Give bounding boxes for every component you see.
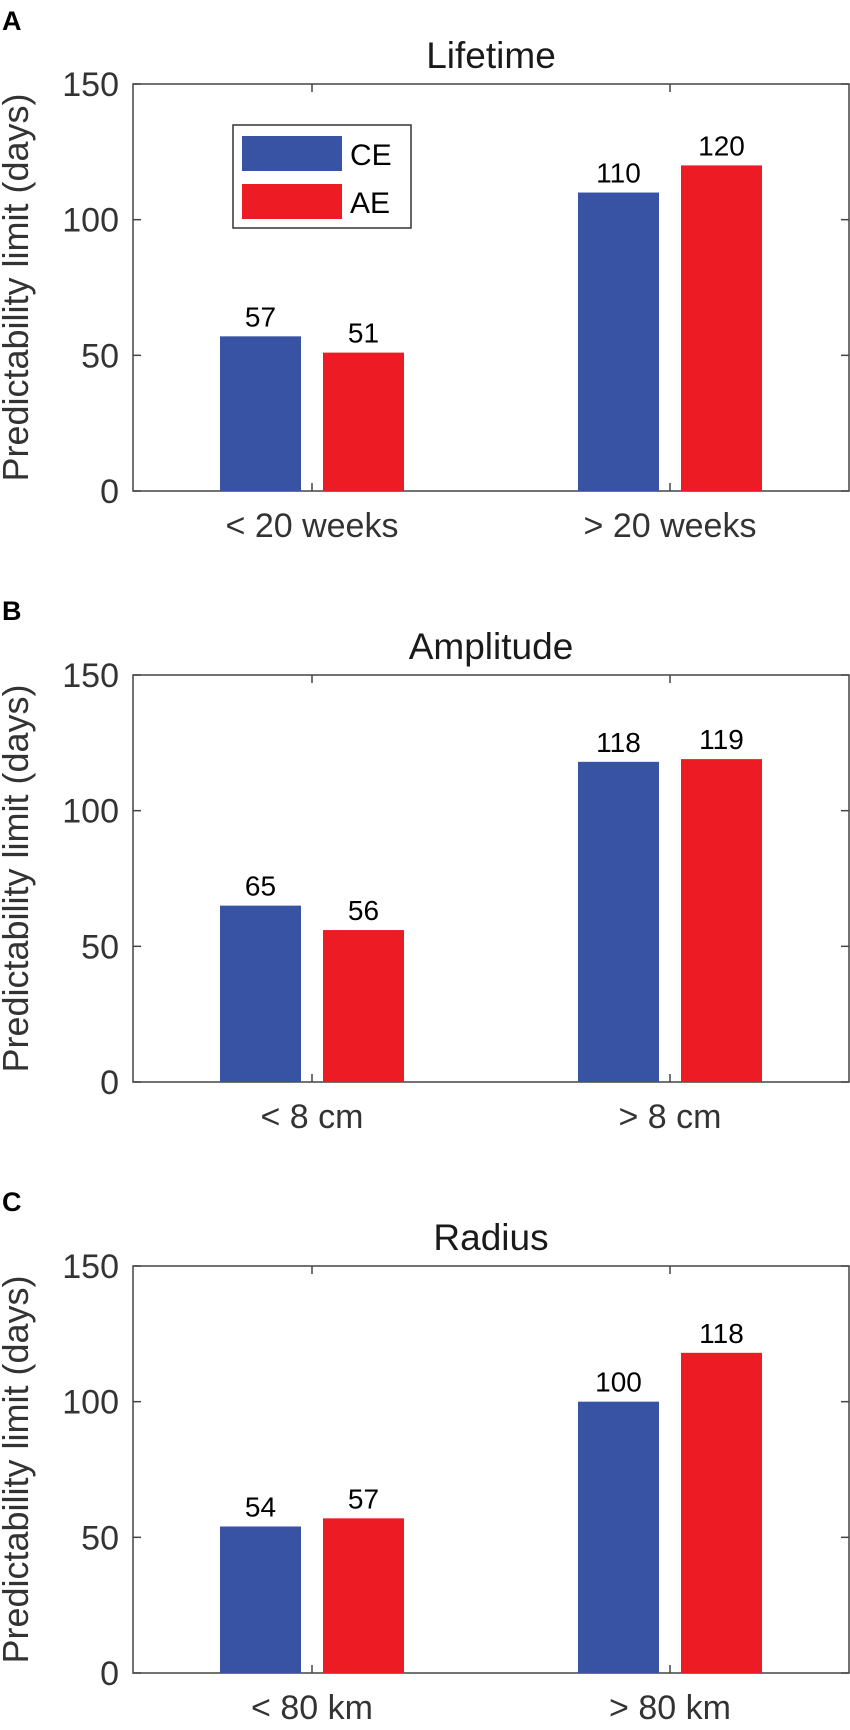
bar-ce <box>578 761 659 1082</box>
bar-ae <box>323 930 404 1082</box>
y-tick-label: 100 <box>62 202 119 240</box>
y-tick-label: 0 <box>100 473 119 511</box>
x-category-label: > 8 cm <box>619 1098 722 1136</box>
bar-ae <box>681 1352 762 1673</box>
bar-ae <box>323 352 404 491</box>
x-category-label: < 8 cm <box>261 1098 364 1136</box>
bar-ce <box>578 1401 659 1673</box>
y-tick-label: 0 <box>100 1064 119 1102</box>
bar-ae <box>681 759 762 1082</box>
y-tick-label: 150 <box>62 657 119 695</box>
legend-label-ae: AE <box>350 187 390 220</box>
y-tick-label: 0 <box>100 1655 119 1693</box>
x-category-label: < 20 weeks <box>226 507 399 545</box>
panel-b: B Amplitude Predictability limit (days) 0 50… <box>0 596 850 1136</box>
axes-box <box>132 83 850 492</box>
x-category-label: > 20 weeks <box>584 507 757 545</box>
data-label: 57 <box>348 1483 379 1514</box>
panel-letter: C <box>2 1187 22 1217</box>
chart-title: Lifetime <box>426 35 556 76</box>
y-axis-label: Predictability limit (days) <box>0 93 36 481</box>
legend-swatch-ce <box>242 136 342 171</box>
y-tick-label: 50 <box>81 928 119 966</box>
bar-ce <box>220 1526 301 1673</box>
y-tick-label: 50 <box>81 337 119 375</box>
bar-ce <box>220 905 301 1082</box>
bar-ae <box>681 165 762 491</box>
panel-letter: B <box>2 596 22 626</box>
data-label: 51 <box>348 318 379 349</box>
x-category-label: < 80 km <box>251 1689 373 1727</box>
data-label: 54 <box>245 1491 276 1522</box>
data-label: 57 <box>245 301 276 332</box>
bar-ce <box>220 336 301 491</box>
y-tick-label: 100 <box>62 793 119 831</box>
legend: CE AE <box>232 124 412 229</box>
x-category-label: > 80 km <box>609 1689 731 1727</box>
y-axis-label: Predictability limit (days) <box>0 1275 36 1663</box>
chart-title: Radius <box>433 1217 548 1258</box>
data-label: 65 <box>245 871 276 902</box>
y-tick-label: 150 <box>62 1248 119 1286</box>
data-label: 118 <box>699 1318 744 1349</box>
y-tick-label: 100 <box>62 1384 119 1422</box>
data-label: 120 <box>698 130 745 161</box>
panel-c: C Radius Predictability limit (days) 0 50 100… <box>0 1187 850 1727</box>
y-tick-label: 50 <box>81 1519 119 1557</box>
data-label: 118 <box>596 727 641 758</box>
data-label: 110 <box>596 158 641 189</box>
bar-ce <box>578 192 659 492</box>
panel-a: A Lifetime Predictability limit (days) 0 50 1… <box>0 6 850 545</box>
legend-label-ce: CE <box>350 139 392 172</box>
chart-title: Amplitude <box>409 626 574 667</box>
y-axis-label: Predictability limit (days) <box>0 684 36 1072</box>
axes-box <box>132 674 850 1083</box>
data-label: 119 <box>699 724 744 755</box>
data-label: 56 <box>348 895 379 926</box>
data-label: 100 <box>595 1367 642 1398</box>
panel-letter: A <box>2 6 22 36</box>
legend-swatch-ae <box>242 184 342 219</box>
bar-ae <box>323 1518 404 1673</box>
y-tick-label: 150 <box>62 66 119 104</box>
axes-box <box>132 1265 850 1674</box>
